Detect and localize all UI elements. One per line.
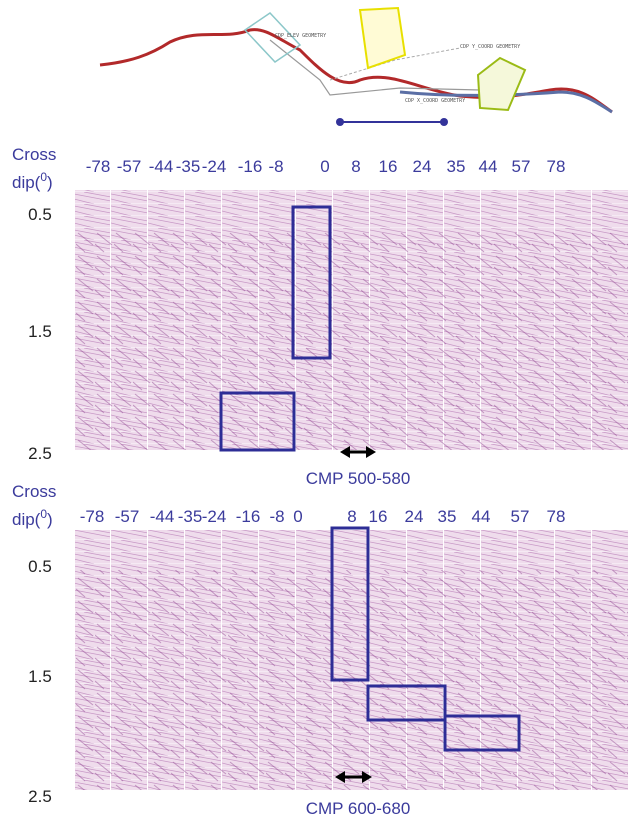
dip-label: 35 — [438, 507, 457, 526]
figure: CDP_ELEV GEOMETRY CDP Y_COORD GEOMETRY C… — [0, 0, 632, 823]
dip-label: 24 — [413, 157, 432, 176]
time-label: 1.5 — [28, 322, 52, 341]
axis-title: Cross — [12, 145, 56, 164]
dip-label: -44 — [150, 507, 175, 526]
dip-label: -8 — [269, 507, 284, 526]
dip-label: 0 — [293, 507, 302, 526]
time-label: 2.5 — [28, 444, 52, 463]
dip-label: -24 — [202, 507, 227, 526]
panel: Cross dip(0) -78 -57 -44-35-24 -16 -8 0 8 16 24 35 4… — [12, 145, 628, 488]
dip-label: -24 — [202, 157, 227, 176]
dip-label: 0 — [320, 157, 329, 176]
dip-label: -35 — [178, 507, 203, 526]
dip-label: -78 — [80, 507, 105, 526]
dip-label: 8 — [351, 157, 360, 176]
axis-title-part: ) — [47, 510, 53, 529]
dip-label: -57 — [117, 157, 142, 176]
axis-title-part: ) — [47, 173, 53, 192]
panel: Cross dip(0) -78 -57 -44-35-24 -16 -8 0 8 16 24 35 4… — [12, 482, 628, 818]
page: {"header": {"labels": ["CDP_ELEV GEOMETR… — [0, 0, 632, 823]
dip-label: 35 — [447, 157, 466, 176]
dip-label: -57 — [115, 507, 140, 526]
dip-label: 16 — [369, 507, 388, 526]
dip-label: 16 — [379, 157, 398, 176]
dip-label: 44 — [472, 507, 491, 526]
sketch-label: CDP_ELEV GEOMETRY — [275, 33, 326, 39]
time-label: 0.5 — [28, 205, 52, 224]
axis-title-part: dip( — [12, 510, 41, 529]
dip-label: 78 — [547, 157, 566, 176]
dip-label: 44 — [479, 157, 498, 176]
axis-title: dip(0) — [12, 170, 53, 192]
dip-label: -16 — [238, 157, 263, 176]
axis-title: dip(0) — [12, 507, 53, 529]
axis-title: Cross — [12, 482, 56, 501]
time-label: 1.5 — [28, 667, 52, 686]
time-label: 0.5 — [28, 557, 52, 576]
dip-label: 8 — [347, 507, 356, 526]
dip-label: -16 — [236, 507, 261, 526]
dip-label: 57 — [512, 157, 531, 176]
axis-title-part: dip( — [12, 173, 41, 192]
geometry-sketch: CDP_ELEV GEOMETRY CDP Y_COORD GEOMETRY C… — [100, 8, 612, 126]
dip-label: 57 — [511, 507, 530, 526]
dip-label: -44 — [149, 157, 174, 176]
dip-label: 78 — [547, 507, 566, 526]
caption: CMP 600-680 — [306, 799, 411, 818]
seismic-events — [75, 230, 628, 450]
sketch-label: CDP X_COORD GEOMETRY — [405, 98, 465, 104]
caption: CMP 500-580 — [306, 469, 411, 488]
dip-label: -78 — [86, 157, 111, 176]
sketch-label: CDP Y_COORD GEOMETRY — [460, 44, 520, 50]
dip-label: -35 — [176, 157, 201, 176]
dip-label: 24 — [405, 507, 424, 526]
time-label: 2.5 — [28, 787, 52, 806]
dip-label: -8 — [268, 157, 283, 176]
